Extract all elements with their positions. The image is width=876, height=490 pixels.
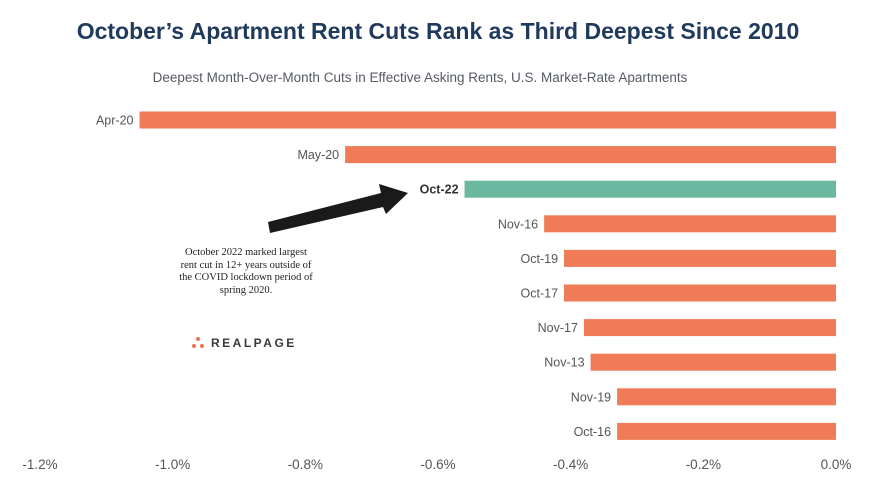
bar <box>617 422 836 440</box>
bar <box>345 146 836 164</box>
annotation-text: October 2022 marked largest rent cut in … <box>179 247 313 296</box>
annotation-arrow-icon <box>268 184 408 233</box>
category-label: Oct-19 <box>521 252 559 266</box>
x-tick-label: -1.0% <box>155 457 190 472</box>
x-tick-label: -1.2% <box>22 457 57 472</box>
bar-highlight <box>464 180 836 198</box>
category-label: Nov-17 <box>538 321 578 335</box>
category-label: Oct-17 <box>521 287 559 301</box>
logo-text: REALPAGE <box>211 336 297 350</box>
category-label: Oct-16 <box>574 425 612 439</box>
category-label: Apr-20 <box>96 114 134 128</box>
bar <box>544 215 836 233</box>
category-label: May-20 <box>297 148 339 162</box>
realpage-logo: REALPAGE <box>192 336 297 350</box>
x-tick-label: 0.0% <box>821 457 852 472</box>
x-tick-label: -0.4% <box>553 457 588 472</box>
category-label: Nov-13 <box>544 356 584 370</box>
bar <box>617 388 836 406</box>
x-tick-label: -0.8% <box>288 457 323 472</box>
bar <box>564 284 836 302</box>
category-label: Nov-16 <box>498 217 538 231</box>
category-label: Nov-19 <box>571 390 611 404</box>
x-tick-label: -0.2% <box>686 457 721 472</box>
chart-subtitle: Deepest Month-Over-Month Cuts in Effecti… <box>152 70 688 85</box>
bar <box>564 249 836 267</box>
bar <box>583 319 836 337</box>
bar <box>590 353 836 371</box>
chart-title: October’s Apartment Rent Cuts Rank as Th… <box>76 18 800 44</box>
bar <box>139 111 836 129</box>
realpage-dots-icon <box>192 336 205 350</box>
category-label: Oct-22 <box>420 183 459 197</box>
x-tick-label: -0.6% <box>420 457 455 472</box>
